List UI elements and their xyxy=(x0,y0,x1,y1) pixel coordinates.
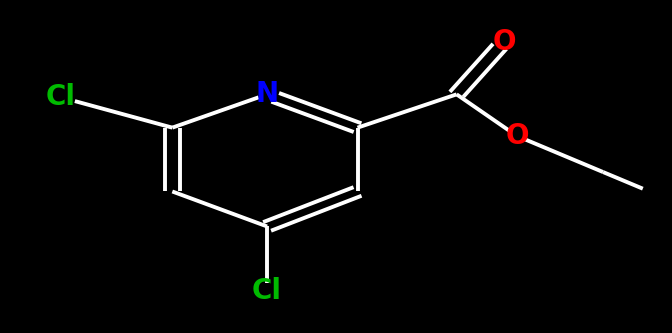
Text: Cl: Cl xyxy=(252,277,282,305)
Text: N: N xyxy=(255,80,279,108)
Text: O: O xyxy=(493,28,515,56)
Text: O: O xyxy=(505,122,529,150)
Text: Cl: Cl xyxy=(45,83,75,111)
